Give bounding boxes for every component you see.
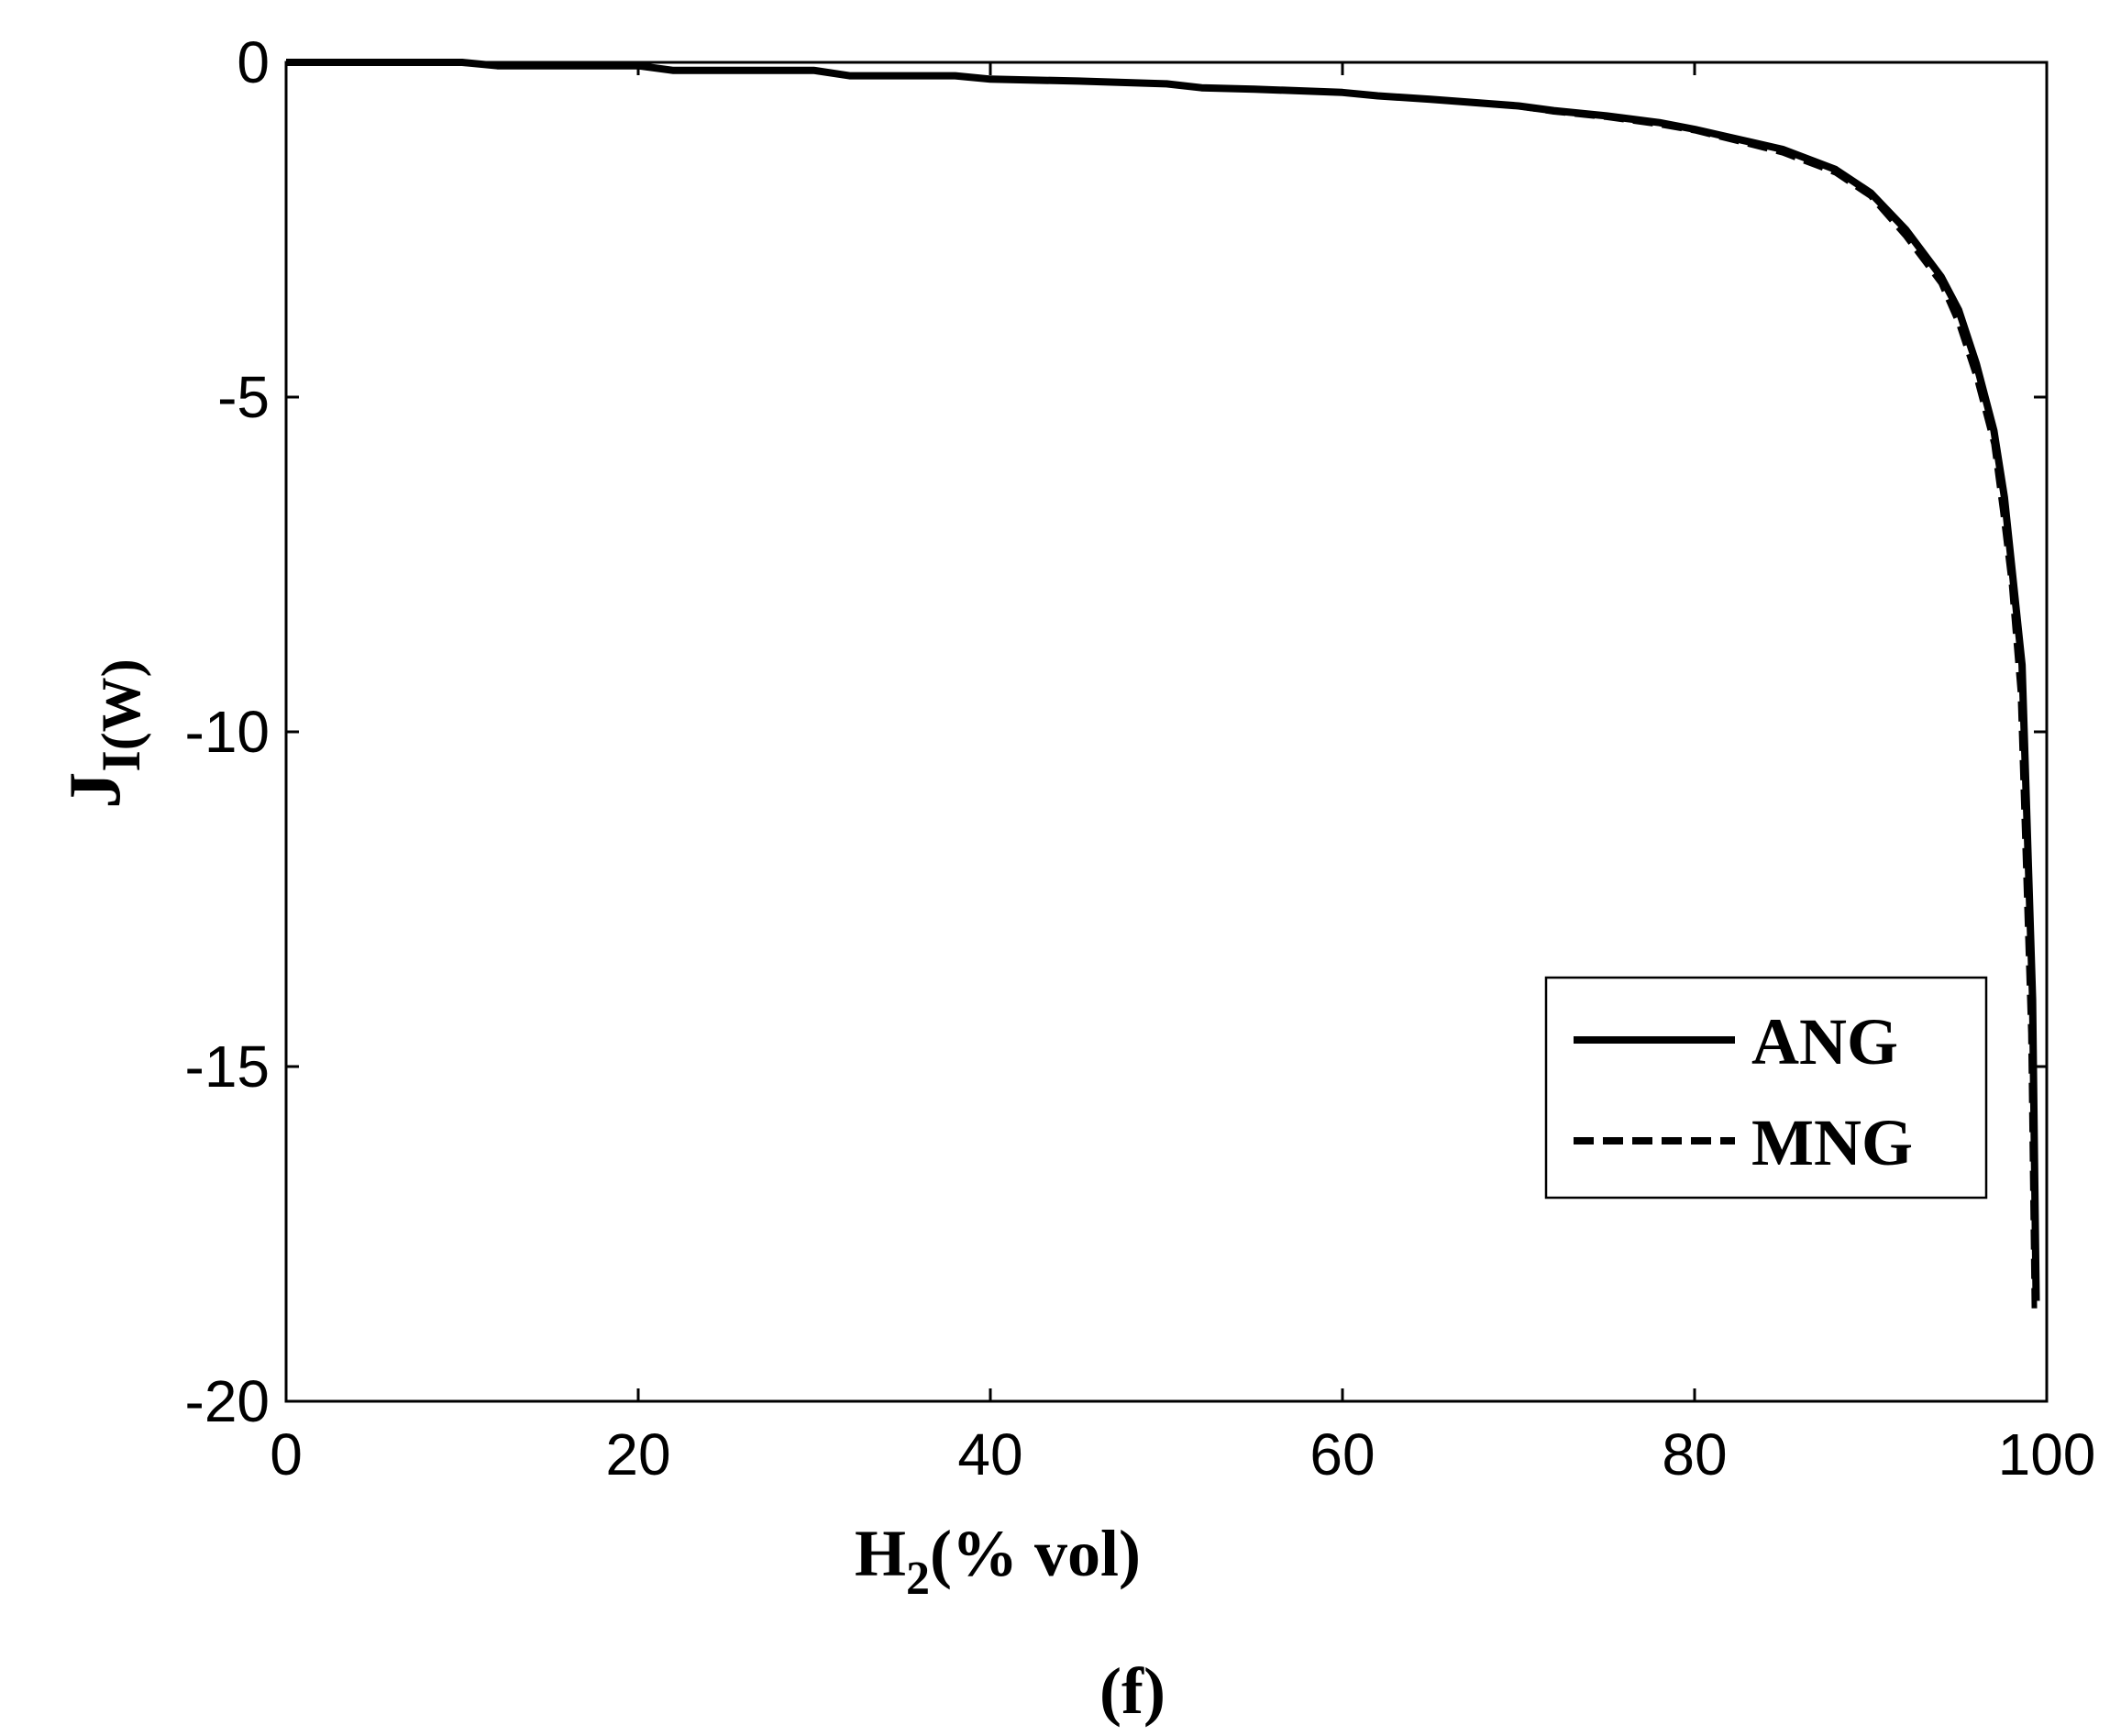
x-axis-title-rest: (% vol) — [930, 1517, 1141, 1590]
x-tick-labels: 0 20 40 60 80 100 — [270, 1421, 2095, 1487]
x-tick-label: 100 — [1998, 1421, 2096, 1487]
x-tick-label: 20 — [605, 1421, 670, 1487]
y-tick-label: -20 — [185, 1368, 271, 1434]
y-axis-title-main: J — [55, 772, 136, 809]
x-tick-label: 80 — [1662, 1421, 1727, 1487]
series-line-ang — [286, 59, 2040, 1301]
y-tick-label: -5 — [217, 364, 270, 430]
legend-mng-label: MNG — [1751, 1106, 1913, 1179]
x-tick-label: 40 — [957, 1421, 1022, 1487]
y-tick-label: 0 — [237, 29, 270, 95]
y-tick-labels: 0 -5 -10 -15 -20 — [185, 29, 271, 1434]
x-axis-title-sub: 2 — [906, 1553, 930, 1605]
legend: ANG MNG — [1544, 976, 1988, 1200]
x-axis-title-main: H — [855, 1517, 906, 1590]
legend-box — [1544, 976, 1988, 1200]
x-tick-label: 0 — [270, 1421, 303, 1487]
y-axis-title: JI(W) — [55, 658, 151, 808]
y-tick-label: -15 — [185, 1034, 271, 1100]
series-layer — [286, 59, 2040, 1315]
y-axis-title-sub: I(W) — [91, 658, 151, 771]
figure-caption: (f) — [1099, 1654, 1165, 1728]
legend-ang-label: ANG — [1751, 1005, 1898, 1078]
y-tick-label: -10 — [185, 699, 271, 765]
plot-area — [284, 61, 2049, 1403]
x-axis-title: H2(% vol) — [855, 1517, 1141, 1605]
x-tick-label: 60 — [1309, 1421, 1375, 1487]
